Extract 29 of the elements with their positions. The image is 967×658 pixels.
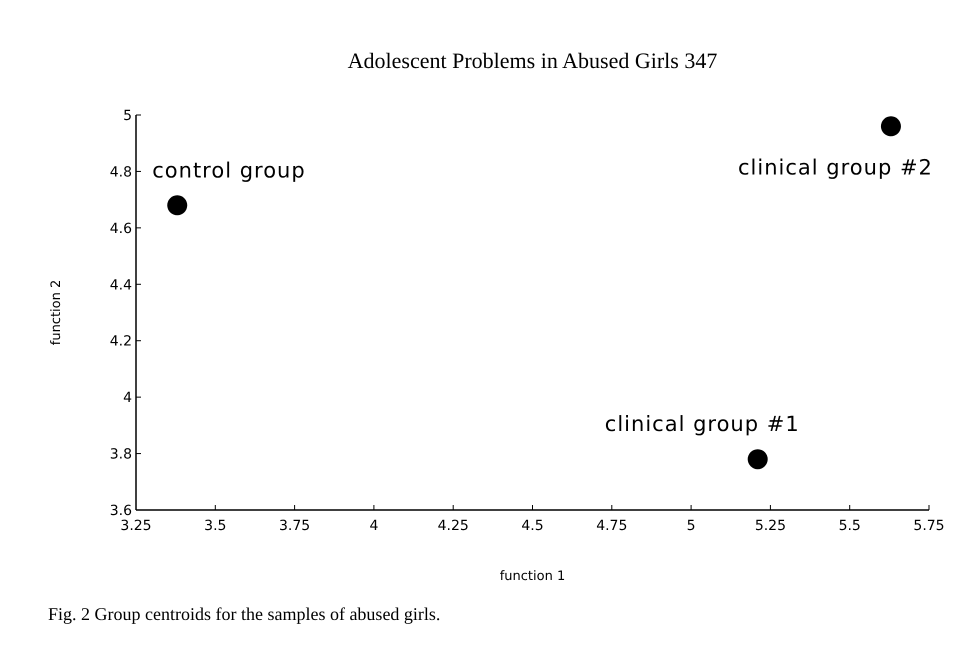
chart-title: Adolescent Problems in Abused Girls 347 xyxy=(348,48,718,73)
y-tick-label: 4.4 xyxy=(110,277,132,294)
x-tick-label: 4.75 xyxy=(596,518,628,534)
x-tick-label: 4 xyxy=(369,518,378,534)
x-tick-label: 4.5 xyxy=(521,518,544,534)
caption: Fig. 2 Group centroids for the samples of abused girls. xyxy=(48,604,440,624)
y-tick-label: 3.6 xyxy=(110,503,132,519)
x-tick-label: 5 xyxy=(686,518,696,534)
y-tick-label: 4.2 xyxy=(110,334,132,350)
y-tick-label: 5 xyxy=(123,108,132,124)
y-axis-title: function 2 xyxy=(49,280,64,346)
point xyxy=(880,116,901,136)
x-tick-label: 5.5 xyxy=(838,518,861,534)
x-tick-label: 3.25 xyxy=(120,518,152,534)
annotation: clinical group #1 xyxy=(604,412,800,436)
x-axis-title: function 1 xyxy=(500,569,566,584)
point xyxy=(167,195,188,216)
x-tick-label: 5.75 xyxy=(913,518,945,534)
y-tick-label: 4.6 xyxy=(110,220,132,237)
x-tick-label: 3.5 xyxy=(204,518,226,534)
annotation: control group xyxy=(152,158,306,182)
annotation: clinical group #2 xyxy=(738,155,933,180)
x-tick-label: 5.25 xyxy=(754,518,786,534)
x-tick-label: 4.25 xyxy=(438,518,469,534)
point xyxy=(748,449,768,470)
y-tick-label: 4.8 xyxy=(110,164,132,180)
y-tick-label: 4 xyxy=(123,390,132,406)
x-tick-label: 3.75 xyxy=(279,518,310,534)
y-tick-label: 3.8 xyxy=(110,446,132,463)
